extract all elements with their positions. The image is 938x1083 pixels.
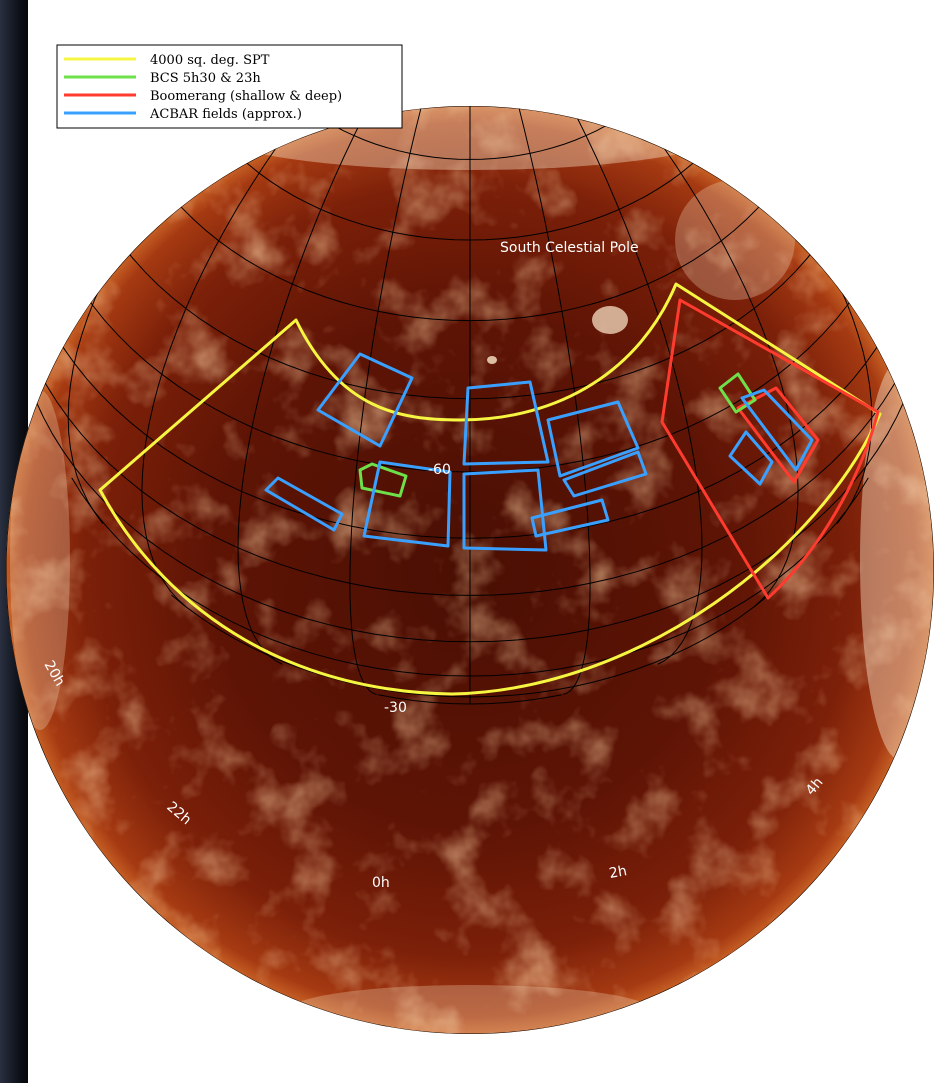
declination-circle — [389, 0, 550, 8]
acbar-field-9 — [740, 388, 814, 472]
meridian-line — [469, 106, 703, 665]
spt-field-outline — [98, 282, 882, 696]
meridian-line — [469, 106, 591, 695]
acbar-field-10 — [728, 430, 774, 486]
acbar-field-7 — [530, 498, 610, 538]
meridian-line — [141, 106, 471, 608]
boomerang-deep-outline — [736, 386, 820, 484]
dec-label-minus60: -60 — [428, 462, 451, 478]
legend: 4000 sq. deg. SPT BCS 5h30 & 23h Boomera… — [56, 44, 403, 129]
ra-label-0h: 0h — [372, 875, 390, 891]
ra-label-2h: 2h — [608, 863, 628, 882]
pole-label: South Celestial Pole — [500, 240, 639, 256]
acbar-field-1 — [316, 352, 414, 448]
meridian-line — [349, 106, 471, 695]
acbar-field-8 — [264, 476, 344, 532]
acbar-field-2 — [462, 380, 550, 466]
dec-label-minus30: -30 — [384, 700, 407, 716]
acbar-field-4 — [562, 450, 648, 498]
bcs-field-23h — [358, 462, 408, 498]
legend-label-bcs: BCS 5h30 & 23h — [150, 71, 261, 86]
legend-label-acbar: ACBAR fields (approx.) — [149, 107, 302, 122]
legend-label-spt: 4000 sq. deg. SPT — [150, 53, 270, 68]
meridian-line — [470, 0, 908, 88]
acbar-field-6 — [462, 468, 548, 552]
survey-fields — [98, 282, 882, 696]
boomerang-field-outline — [660, 298, 880, 600]
acbar-field-5 — [362, 460, 452, 548]
declination-circle — [377, 694, 563, 705]
acbar-field-3 — [546, 400, 640, 478]
dust-texture — [6, 106, 934, 1034]
meridian-line — [237, 106, 471, 665]
legend-label-boomerang: Boomerang (shallow & deep) — [150, 89, 342, 104]
bcs-field-5h30 — [718, 372, 757, 414]
